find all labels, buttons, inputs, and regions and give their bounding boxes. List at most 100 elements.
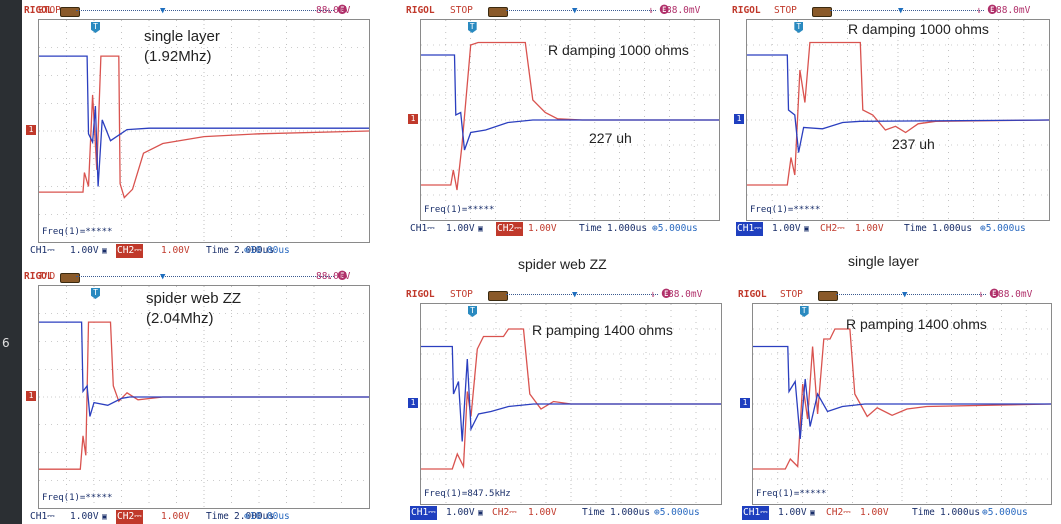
ch2-label: CH2⎓ xyxy=(820,223,845,234)
graticule xyxy=(39,20,369,242)
time-scale: 1.000us xyxy=(940,507,981,518)
trigger-position-bar xyxy=(506,294,658,295)
ch1-scale: 1.00V xyxy=(446,507,475,518)
scope-status-bar: RIGOL STOP ▼ ⇂ 🅔 88.0mV xyxy=(24,4,374,18)
ch1-trace xyxy=(421,345,721,442)
scope-settings-bar: CH1⎓ 1.00V ▣ CH2⎓ 1.00V Time 1.000us ⊕5.000us xyxy=(738,506,1056,520)
ch2-trace xyxy=(421,328,721,470)
capture-annotation: (1.92Mhz) xyxy=(144,48,212,65)
ch1-label: CH1⎓ xyxy=(410,506,437,520)
bandwidth-limit-icon: ▣ xyxy=(478,224,483,233)
ch2-trace xyxy=(39,321,369,470)
frequency-readout: Freq(1)=***** xyxy=(42,493,113,503)
trigger-marker-icon: ▼ xyxy=(572,6,578,16)
time-label: Time xyxy=(904,223,927,234)
scope-status-bar: RIGOL T'D ▼ ⇂ 🅔 88.0mV xyxy=(24,270,374,284)
channel-ground-marker-icon: 1 xyxy=(26,391,36,401)
ch2-label: CH2⎓ xyxy=(492,507,517,518)
trigger-offset: ⊕5.000us xyxy=(652,223,698,234)
channel-ground-marker-icon: 1 xyxy=(740,398,750,408)
trigger-time-marker-icon: T xyxy=(91,22,100,33)
trigger-position-bar xyxy=(76,10,334,11)
ch2-label: CH2⎓ xyxy=(116,510,143,524)
ch1-scale: 1.00V xyxy=(778,507,807,518)
trigger-marker-icon: ▼ xyxy=(160,272,166,282)
ch2-scale: 1.00V xyxy=(161,511,190,522)
battery-icon xyxy=(818,291,838,301)
waveform-plot xyxy=(753,304,1051,504)
run-status: STOP xyxy=(780,289,803,300)
scope-capture: RIGOL STOP ▼ ⇂ 🅔 88.0mV T 1 Freq(1)=***** R pamp… xyxy=(738,288,1056,520)
scope-capture: RIGOL STOP ▼ ⇂ 🅔 88.0mV T 1 Freq(1)=***** R damp… xyxy=(406,4,724,236)
bandwidth-limit-icon: ▣ xyxy=(102,246,107,255)
ch2-scale: 1.00V xyxy=(528,507,557,518)
frequency-readout: Freq(1)=***** xyxy=(756,489,827,499)
caption-spider-web-zz: spider web ZZ xyxy=(518,256,607,272)
trigger-marker-icon: ▼ xyxy=(160,6,166,16)
battery-icon xyxy=(488,291,508,301)
battery-icon xyxy=(60,7,80,17)
capture-annotation: 227 uh xyxy=(589,130,632,146)
trigger-time-marker-icon: T xyxy=(91,288,100,299)
scope-settings-bar: CH1⎓ 1.00V ▣ CH2⎓ 1.00V Time 1.000us ⊕5.000us xyxy=(406,506,726,520)
trigger-mode-icon: ⇂ 🅔 xyxy=(326,271,347,282)
ch2-scale: 1.00V xyxy=(528,223,557,234)
trigger-offset: ⊕5.000us xyxy=(982,507,1028,518)
battery-icon xyxy=(488,7,508,17)
frequency-readout: Freq(1)=847.5kHz xyxy=(424,489,511,499)
channel-ground-marker-icon: 1 xyxy=(734,114,744,124)
trigger-position-bar xyxy=(836,294,986,295)
caption-single-layer: single layer xyxy=(848,253,919,269)
graticule xyxy=(39,286,369,508)
ch2-label: CH2⎓ xyxy=(826,507,851,518)
frequency-readout: Freq(1)=***** xyxy=(424,205,495,215)
scope-brand: RIGOL xyxy=(406,289,435,300)
scope-brand: RIGOL xyxy=(24,5,53,16)
battery-icon xyxy=(60,273,80,283)
scope-capture: RIGOL STOP ▼ ⇂ 🅔 88.0mV T 1 Freq(1)=***** R damp… xyxy=(732,4,1054,236)
run-status: T'D xyxy=(38,271,56,282)
scope-status-bar: RIGOL STOP ▼ ⇂ 🅔 88.0mV xyxy=(738,288,1056,302)
trigger-level: 88.0mV xyxy=(668,289,703,300)
run-status: STOP xyxy=(450,5,473,16)
time-label: Time xyxy=(582,507,605,518)
run-status: STOP xyxy=(38,5,61,16)
trigger-level: 88.0mV xyxy=(996,5,1031,16)
waveform-plot xyxy=(421,20,719,220)
waveform-plot xyxy=(39,20,369,242)
time-scale: 2.000us xyxy=(234,245,275,256)
scope-status-bar: RIGOL STOP ▼ ⇂ 🅔 88.0mV xyxy=(406,4,724,18)
capture-annotation: single layer xyxy=(144,28,220,45)
capture-annotation: 237 uh xyxy=(892,136,935,152)
ch1-label: CH1⎓ xyxy=(742,506,769,520)
edge-label: 6 xyxy=(2,336,10,350)
frequency-readout: Freq(1)=***** xyxy=(750,205,821,215)
time-label: Time xyxy=(912,507,935,518)
waveform-plot xyxy=(421,304,721,504)
scope-settings-bar: CH1⎓ 1.00V ▣ CH2⎓ 1.00V Time 2.000us ⊕10.00us xyxy=(24,510,374,524)
trigger-offset: ⊕5.000us xyxy=(980,223,1026,234)
trigger-time-marker-icon: T xyxy=(794,22,804,33)
capture-annotation: (2.04Mhz) xyxy=(146,310,214,327)
waveform-grid xyxy=(38,285,370,509)
bandwidth-limit-icon: ▣ xyxy=(478,508,483,517)
scope-status-bar: RIGOL STOP ▼ ⇂ 🅔 88.0mV xyxy=(406,288,726,302)
waveform-plot xyxy=(39,286,369,508)
waveform-plot xyxy=(747,20,1049,220)
time-scale: 1.000us xyxy=(607,223,648,234)
channel-ground-marker-icon: 1 xyxy=(408,114,418,124)
ch1-trace xyxy=(39,321,369,417)
trigger-time-marker-icon: T xyxy=(468,306,477,317)
capture-annotation: R pamping 1400 ohms xyxy=(532,322,673,338)
waveform-grid xyxy=(38,19,370,243)
ch2-trace xyxy=(753,328,1051,470)
scope-brand: RIGOL xyxy=(406,5,435,16)
trigger-time-marker-icon: T xyxy=(799,306,809,317)
scope-settings-bar: CH1⎓ 1.00V ▣ CH2⎓ 1.00V Time 1.000us ⊕5.000us xyxy=(732,222,1054,236)
ch1-label: CH1⎓ xyxy=(30,245,55,256)
trigger-offset: ⊕10.00us xyxy=(244,511,290,522)
ch1-trace xyxy=(39,55,369,187)
ch2-trace xyxy=(421,41,719,191)
scope-capture: RIGOL STOP ▼ ⇂ 🅔 88.0mV T 1 Freq(1)=***** single… xyxy=(24,4,374,258)
time-label: Time xyxy=(206,511,229,522)
